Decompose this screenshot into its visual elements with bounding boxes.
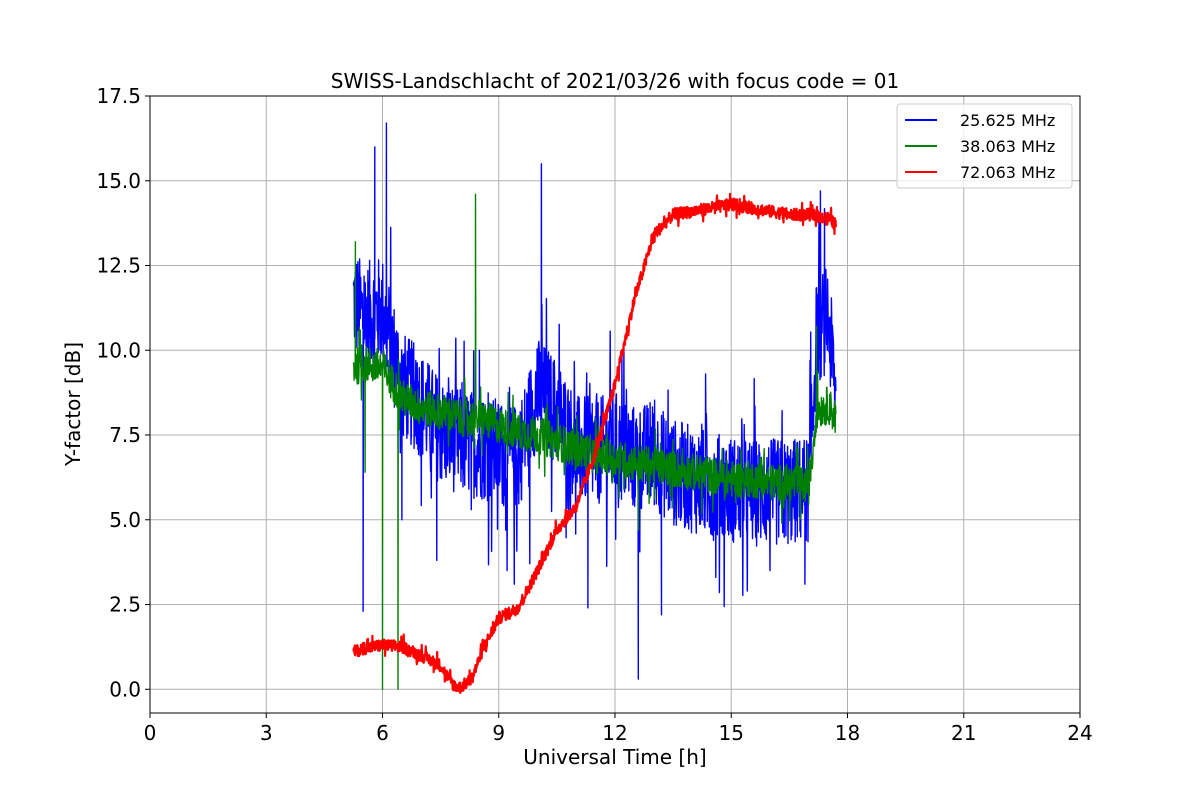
x-tick-label: 24 [1067,721,1092,745]
x-tick-label: 0 [144,721,157,745]
y-tick-label: 2.5 [109,593,141,617]
x-tick-label: 18 [835,721,860,745]
x-tick-label: 6 [376,721,389,745]
y-axis: 0.0 2.5 5.0 7.5 10.0 12.5 15.0 17.5 [96,84,150,701]
x-tick-label: 12 [602,721,627,745]
y-tick-label: 12.5 [96,254,141,278]
series-line-2 [352,193,837,690]
y-tick-label: 15.0 [96,169,141,193]
x-tick-label: 9 [492,721,505,745]
x-tick-label: 15 [719,721,744,745]
legend: 25.625 MHz 38.063 MHz 72.063 MHz [896,103,1073,189]
x-tick-label: 3 [260,721,273,745]
legend-box [896,103,1073,189]
legend-label: 72.063 MHz [960,163,1055,182]
y-tick-label: 7.5 [109,423,141,447]
series-line-3 [352,192,837,694]
y-tick-label: 10.0 [96,338,141,362]
x-axis: 0 3 6 9 12 15 18 21 24 [144,713,1093,745]
legend-label: 38.063 MHz [960,137,1055,156]
x-axis-label: Universal Time [h] [523,745,706,769]
y-tick-label: 5.0 [109,508,141,532]
y-axis-label: Y-factor [dB] [61,342,85,467]
x-tick-label: 21 [951,721,976,745]
y-tick-label: 17.5 [96,84,141,108]
chart-title: SWISS-Landschlacht of 2021/03/26 with fo… [331,69,899,93]
plot-series [352,122,837,694]
legend-label: 25.625 MHz [960,111,1055,130]
y-tick-label: 0.0 [109,677,141,701]
